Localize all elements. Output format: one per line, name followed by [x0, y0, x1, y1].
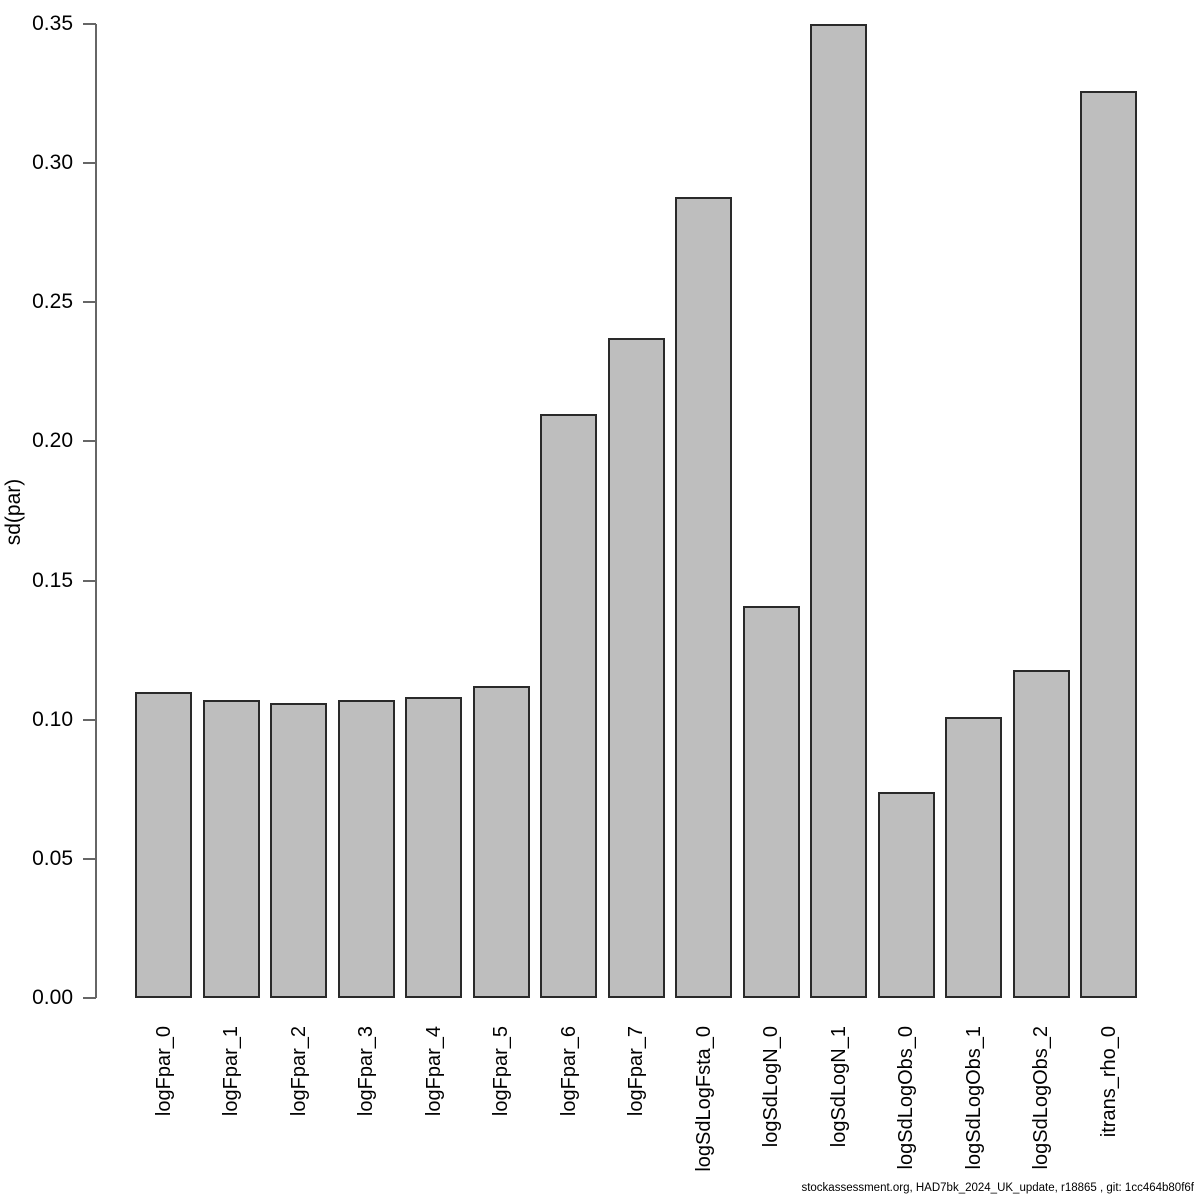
bar-logSdLogObs_1 [945, 716, 1002, 998]
y-axis-line [95, 24, 97, 998]
x-tick-label-logFpar_0: logFpar_0 [152, 1026, 175, 1117]
x-tick-label-logSdLogFsta_0: logSdLogFsta_0 [692, 1026, 715, 1172]
bar-logSdLogObs_0 [877, 792, 935, 998]
bar-logSdLogFsta_0 [675, 196, 732, 998]
y-axis-tick [83, 301, 96, 304]
bar-logSdLogObs_2 [1012, 669, 1070, 998]
y-axis-tick [83, 440, 96, 443]
bar-logFpar_0 [135, 691, 192, 998]
bar-logFpar_6 [540, 413, 597, 998]
y-tick-label: 0.05 [32, 846, 73, 870]
x-tick-label-logSdLogObs_0: logSdLogObs_0 [895, 1026, 917, 1170]
y-axis-tick [83, 23, 96, 25]
bar-logFpar_2 [270, 703, 327, 998]
bar-logSdLogN_0 [742, 605, 800, 998]
bar-itrans_rho_0 [1080, 90, 1137, 998]
bar-logFpar_5 [472, 686, 530, 998]
y-axis-tick [83, 162, 96, 165]
x-tick-label-itrans_rho_0: itrans_rho_0 [1097, 1026, 1120, 1138]
y-tick-label: 0.35 [32, 12, 73, 35]
bar-logFpar_3 [337, 700, 395, 998]
x-tick-label-logFpar_5: logFpar_5 [490, 1026, 512, 1117]
bar-logFpar_4 [405, 697, 462, 998]
y-tick-label: 0.30 [32, 151, 73, 175]
y-tick-label: 0.00 [32, 986, 73, 1009]
y-axis-tick [83, 857, 96, 860]
x-tick-label-logSdLogObs_2: logSdLogObs_2 [1030, 1026, 1052, 1170]
x-tick-label-logFpar_4: logFpar_4 [422, 1026, 445, 1117]
footer-text: stockassessment.org, HAD7bk_2024_UK_upda… [801, 1182, 1194, 1194]
y-tick-label: 0.20 [32, 429, 73, 453]
y-tick-label: 0.15 [32, 568, 73, 592]
y-axis-tick [83, 579, 96, 582]
x-tick-label-logSdLogN_0: logSdLogN_0 [760, 1026, 782, 1148]
x-tick-label-logFpar_3: logFpar_3 [355, 1026, 377, 1117]
y-axis-tick [83, 997, 96, 999]
x-tick-label-logSdLogObs_1: logSdLogObs_1 [962, 1026, 985, 1170]
y-tick-label: 0.10 [32, 707, 73, 731]
bar-logFpar_1 [202, 700, 260, 998]
x-tick-label-logFpar_1: logFpar_1 [220, 1026, 242, 1117]
x-tick-label-logFpar_7: logFpar_7 [625, 1026, 647, 1117]
x-tick-label-logSdLogN_1: logSdLogN_1 [827, 1026, 850, 1148]
x-tick-label-logFpar_2: logFpar_2 [287, 1026, 310, 1117]
x-tick-label-logFpar_6: logFpar_6 [557, 1026, 580, 1117]
bar-logFpar_7 [607, 338, 665, 998]
y-tick-label: 0.25 [32, 290, 73, 314]
y-axis-tick [83, 718, 96, 721]
bar-logSdLogN_1 [810, 24, 867, 998]
